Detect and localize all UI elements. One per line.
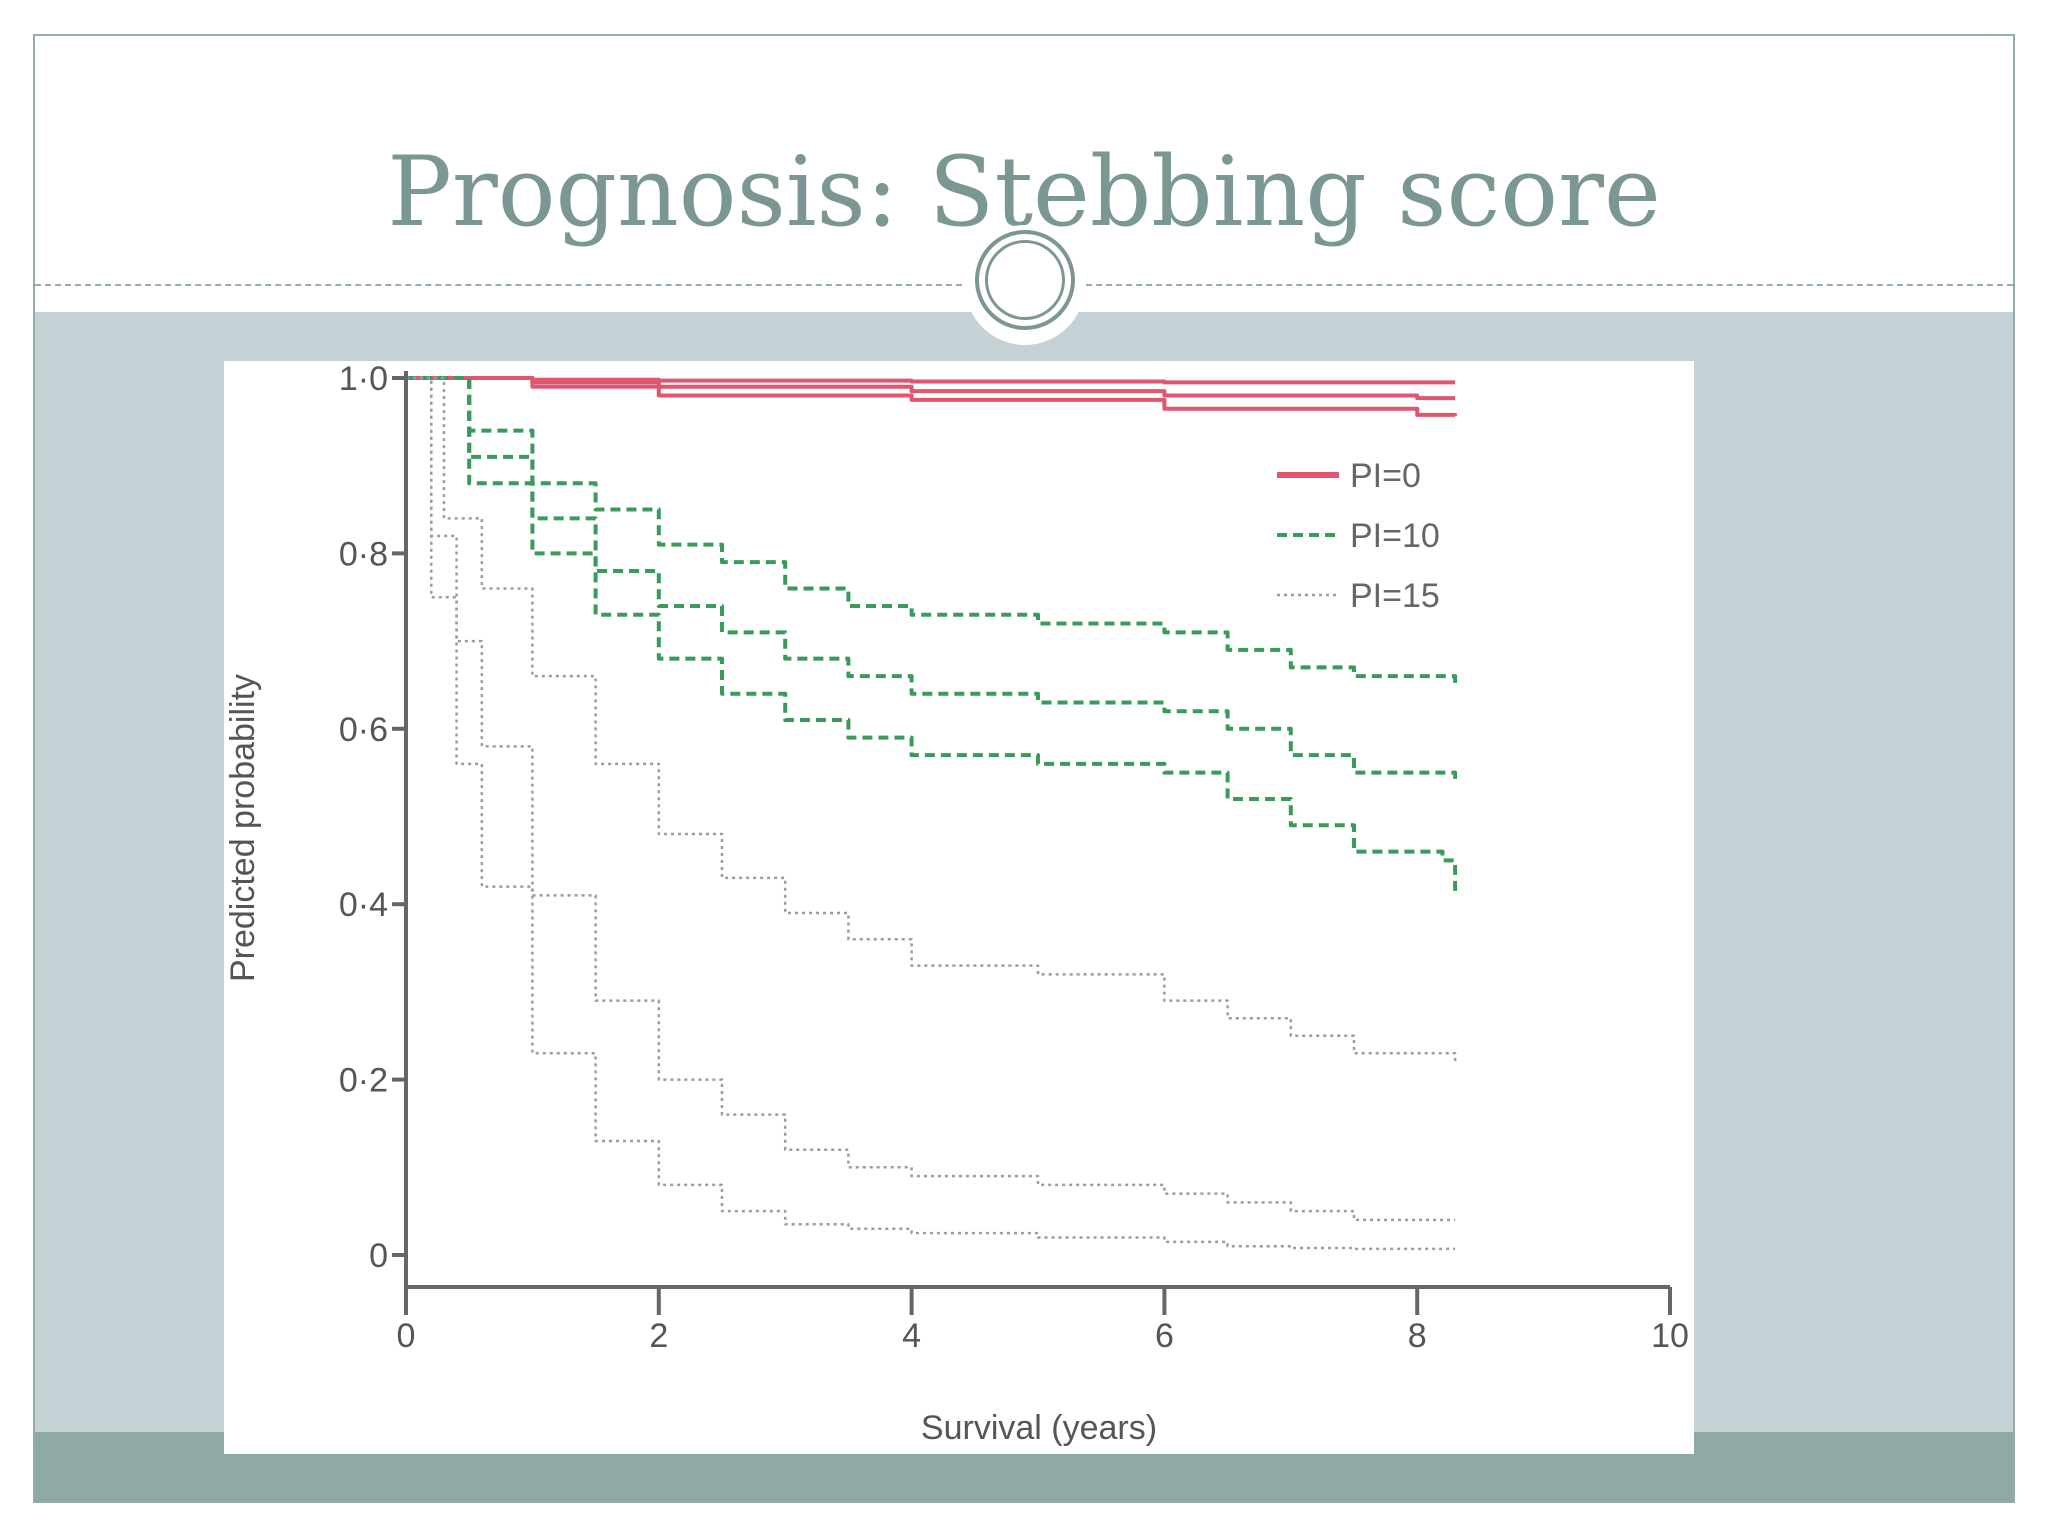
series-pi-10-curve-1 xyxy=(406,376,1458,685)
legend-label: PI=0 xyxy=(1350,457,1421,495)
series-pi-10-curve-3 xyxy=(406,376,1458,896)
survival-chart: 0 0·2 0·4 0·6 0·8 1·0 0 2 4 6 8 10 Survival (years)… xyxy=(224,361,1689,1447)
legend-label: PI=10 xyxy=(1350,517,1440,555)
y-tick-label: 0·6 xyxy=(339,711,388,749)
x-tick-label: 2 xyxy=(649,1317,668,1355)
y-tick-label: 0 xyxy=(369,1237,388,1275)
circle-ornament-inner-icon xyxy=(985,240,1065,320)
chart-panel: 0 0·2 0·4 0·6 0·8 1·0 0 2 4 6 8 10 Survival (years)… xyxy=(224,361,1694,1454)
y-tick-label: 0·8 xyxy=(339,535,388,573)
y-tick-label: 1·0 xyxy=(339,361,388,398)
series-pi-15-curve-2 xyxy=(406,376,1456,1222)
series-layer xyxy=(406,376,1458,1251)
y-tick-label: 0·2 xyxy=(339,1062,388,1100)
x-tick-label: 8 xyxy=(1408,1317,1427,1355)
y-axis-title: Predicted probability xyxy=(224,674,262,982)
series-pi-10-curve-2 xyxy=(406,376,1458,782)
series-pi-0-curve-3 xyxy=(406,376,1458,417)
x-tick-label: 4 xyxy=(902,1317,921,1355)
axes-layer: 0 0·2 0·4 0·6 0·8 1·0 0 2 4 6 8 10 xyxy=(339,361,1689,1355)
legend: PI=0 PI=10 PI=15 xyxy=(1277,457,1440,615)
legend-label: PI=15 xyxy=(1350,577,1440,615)
series-pi-15-curve-3 xyxy=(406,376,1456,1251)
x-tick-label: 0 xyxy=(397,1317,416,1355)
x-axis-title: Survival (years) xyxy=(921,1409,1157,1447)
x-tick-label: 10 xyxy=(1651,1317,1689,1355)
series-pi-15-curve-1 xyxy=(406,376,1457,1063)
x-tick-label: 6 xyxy=(1155,1317,1174,1355)
y-tick-label: 0·4 xyxy=(339,886,388,924)
